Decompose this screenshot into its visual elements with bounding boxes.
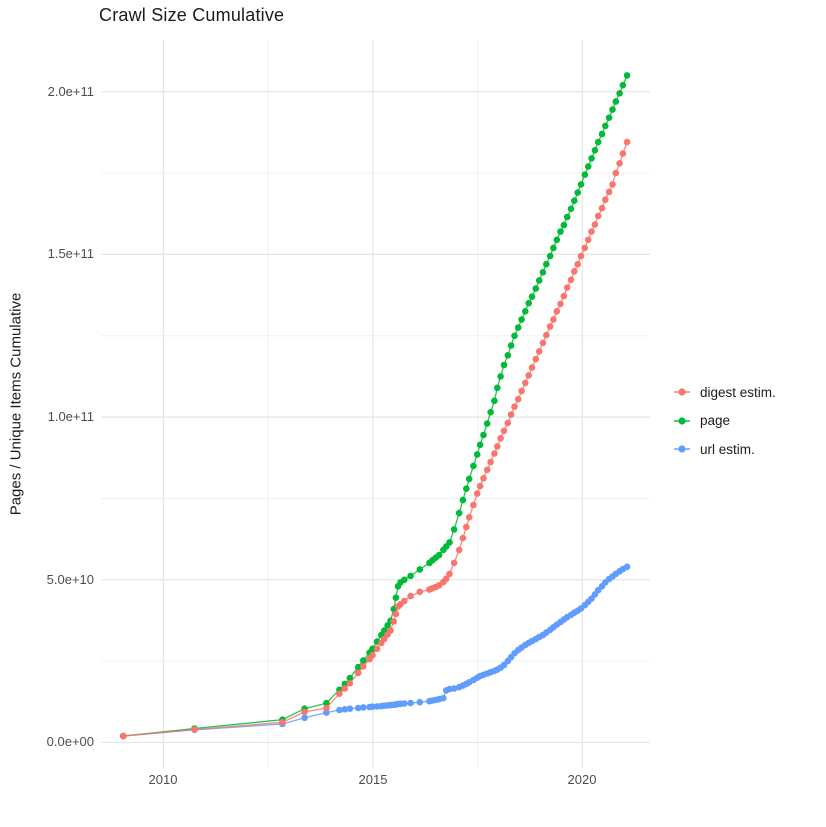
legend-dot [678, 388, 686, 396]
legend-dot [678, 445, 686, 453]
legend-dot [678, 417, 686, 425]
y-tick-label: 1.0e+11 [47, 409, 94, 424]
legend-item-url: url estim. [671, 435, 776, 464]
y-tick-label: 2.0e+11 [47, 84, 94, 99]
legend-key-url [674, 445, 690, 453]
y-axis-title: Pages / Unique Items Cumulative [7, 292, 25, 516]
legend-key-digest [674, 388, 690, 396]
legend-label: digest estim. [700, 384, 776, 400]
legend: digest estim. page url estim. [671, 378, 776, 464]
legend-key-page [674, 417, 690, 425]
y-tick-label: 0.0e+00 [46, 734, 94, 749]
x-tick-label: 2010 [148, 772, 178, 787]
x-tick-label: 2015 [358, 772, 388, 787]
legend-label: page [700, 413, 731, 429]
y-tick-label: 1.5e+11 [47, 246, 94, 261]
legend-item-page: page [671, 407, 776, 436]
legend-item-digest: digest estim. [671, 378, 776, 407]
page-title: Crawl Size Cumulative [99, 5, 285, 25]
x-tick-label: 2020 [567, 772, 597, 787]
y-tick-label: 5.0e+10 [46, 572, 94, 587]
legend-label: url estim. [700, 441, 755, 457]
